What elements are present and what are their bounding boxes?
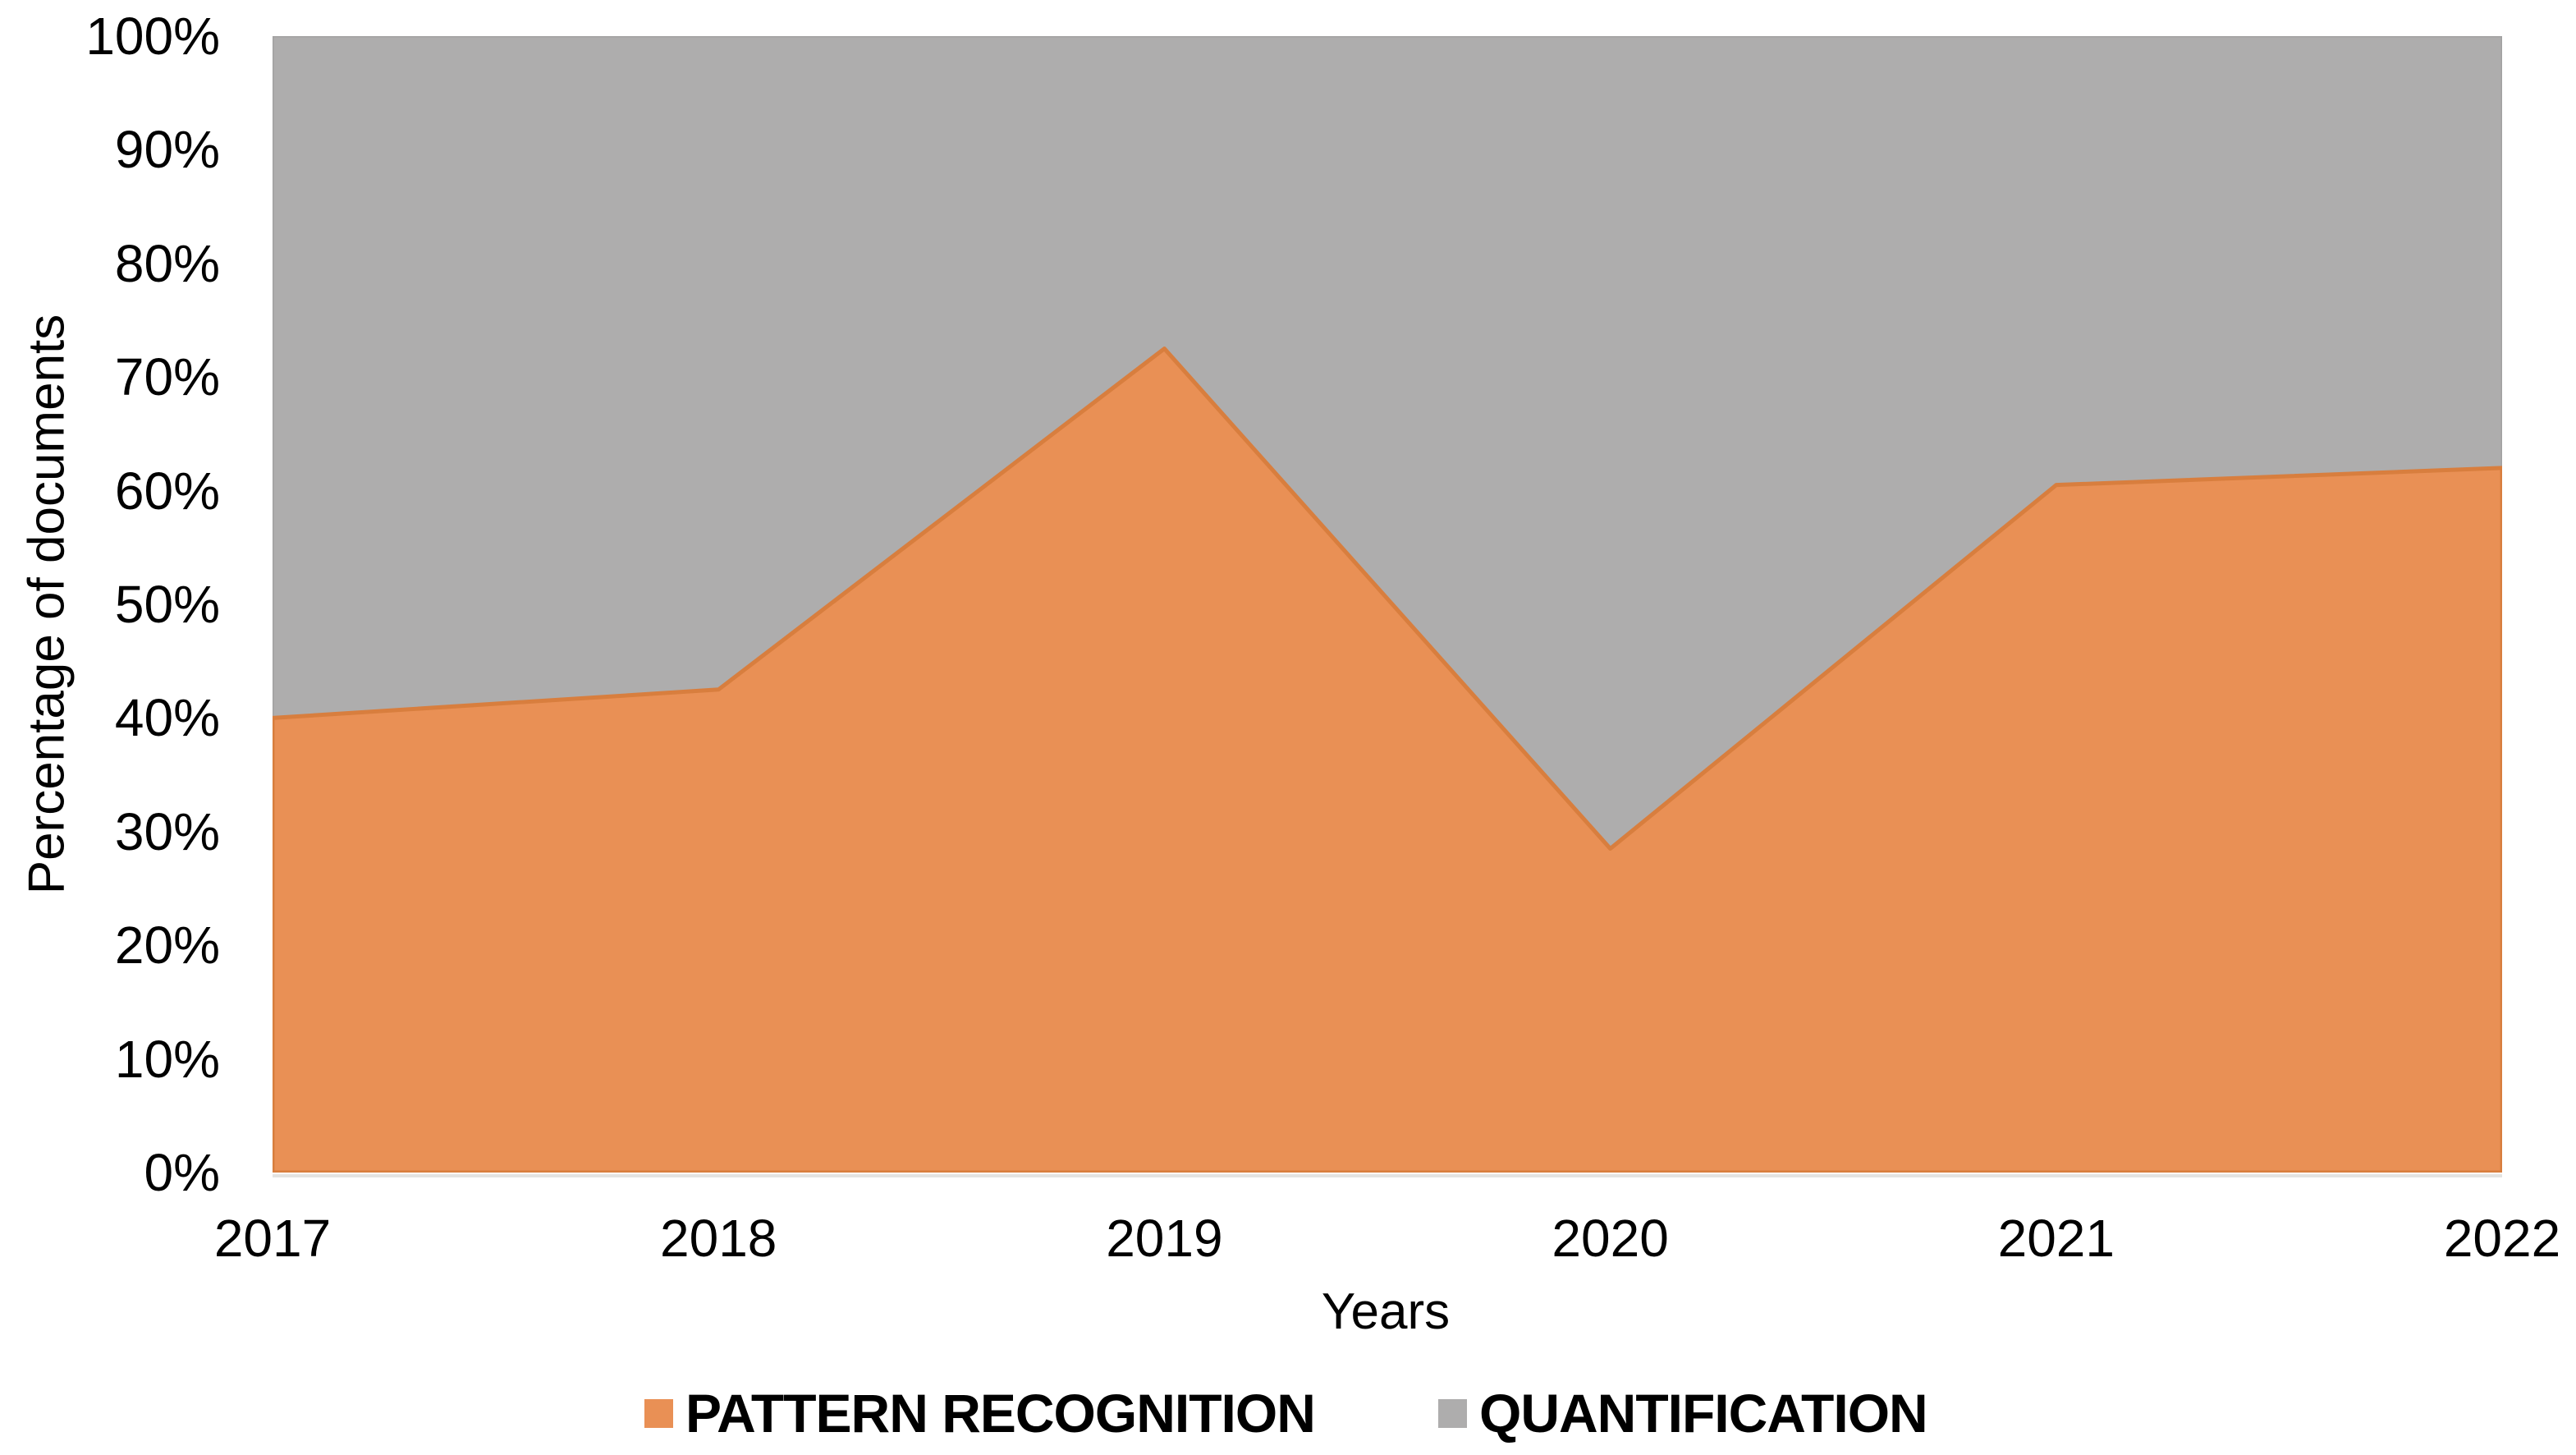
y-tick-label: 20% xyxy=(114,916,220,975)
x-tick-label: 2021 xyxy=(1997,1209,2115,1268)
legend-swatch-pattern-recognition-icon xyxy=(644,1398,673,1428)
y-tick-label: 50% xyxy=(114,575,220,634)
x-tick-label: 2018 xyxy=(660,1209,777,1268)
y-tick-label: 10% xyxy=(114,1029,220,1089)
x-tick-label: 2019 xyxy=(1106,1209,1223,1268)
y-tick-label: 100% xyxy=(85,7,220,66)
x-axis-title: Years xyxy=(1321,1283,1451,1340)
legend-swatch-quantification-icon xyxy=(1438,1398,1467,1428)
x-tick-label: 2020 xyxy=(1552,1209,1669,1268)
y-tick-label: 70% xyxy=(114,347,220,407)
legend-label: QUANTIFICATION xyxy=(1479,1383,1928,1444)
y-tick-label: 90% xyxy=(114,120,220,180)
y-tick-label: 0% xyxy=(144,1143,221,1202)
y-tick-label: 80% xyxy=(114,233,220,293)
x-tick-label: 2017 xyxy=(213,1209,332,1268)
y-axis-title-container: Percentage of documents xyxy=(0,36,94,1173)
y-tick-label: 40% xyxy=(114,688,220,748)
plot-area xyxy=(273,36,2502,1173)
y-tick-label: 60% xyxy=(114,461,220,521)
y-axis-title: Percentage of documents xyxy=(18,314,75,895)
x-tick-label: 2022 xyxy=(2443,1209,2561,1268)
area-pattern-recognition xyxy=(273,347,2502,1173)
legend-label: PATTERN RECOGNITION xyxy=(685,1383,1316,1444)
legend-item-quantification: QUANTIFICATION xyxy=(1438,1383,1928,1444)
legend-item-pattern-recognition: PATTERN RECOGNITION xyxy=(644,1383,1316,1444)
y-tick-label: 30% xyxy=(114,801,220,861)
x-axis-line xyxy=(273,1174,2502,1177)
